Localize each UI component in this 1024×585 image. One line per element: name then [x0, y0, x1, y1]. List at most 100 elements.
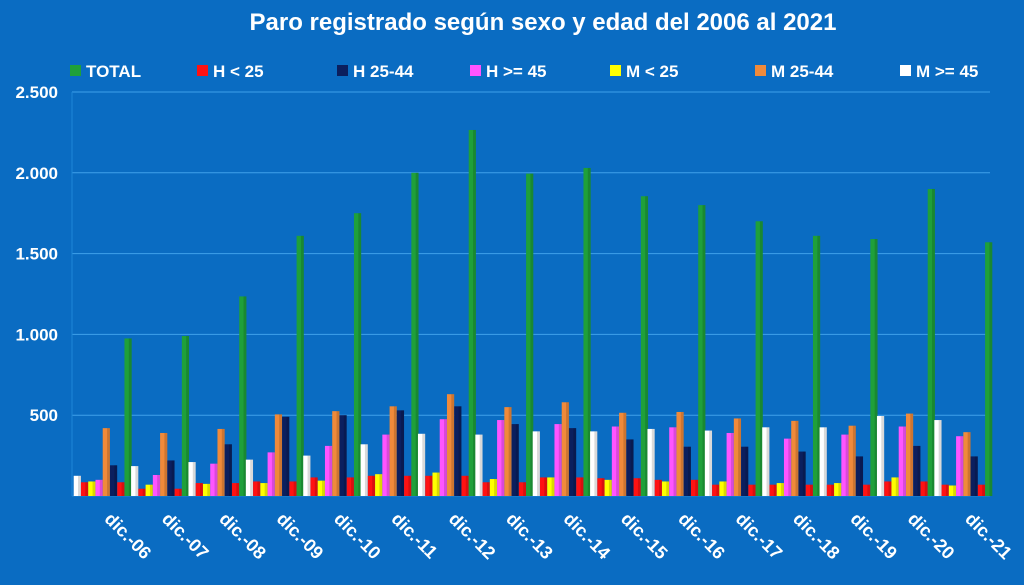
bar-shade — [192, 462, 196, 496]
bar-shade — [831, 484, 835, 496]
bar-m-25-44-dic-11 — [389, 406, 397, 496]
bar-shade — [924, 481, 928, 496]
bar-m-gte-45-dic-13 — [475, 434, 483, 496]
bar-shade — [229, 444, 232, 496]
bar-h-lt-25-dic-19 — [863, 484, 871, 496]
bar-shade — [558, 424, 562, 496]
bar-shade — [752, 484, 756, 496]
bar-shade — [508, 407, 512, 496]
bar-m-25-44-dic-09 — [274, 414, 283, 496]
bar-h-25-44-dic-10 — [339, 415, 347, 496]
bar-shade — [544, 477, 548, 496]
bar-m-25-44-dic-07 — [160, 432, 168, 496]
bar-shade — [85, 482, 89, 496]
bar-h-lt-25-dic-17 — [748, 484, 756, 496]
bar-h-25-44-dic-17 — [741, 446, 749, 496]
bar-shade — [149, 484, 153, 496]
bar-h-gte-45-dic-09 — [267, 452, 275, 496]
y-tick-label: 500 — [30, 406, 58, 425]
bar-shade — [587, 167, 591, 496]
bar-shade — [881, 416, 885, 496]
bar-shade — [501, 420, 505, 496]
bar-total-dic-12 — [468, 129, 476, 496]
bar-m-lt-25-dic-15 — [604, 479, 612, 496]
bar-shade — [401, 410, 405, 496]
bar-total-dic-06 — [124, 338, 132, 496]
bar-m-gte-45-dic-20 — [876, 416, 885, 496]
bar-h-25-44-dic-16 — [683, 446, 691, 496]
bar-h-gte-45-dic-20 — [898, 426, 906, 496]
bar-shade — [537, 431, 540, 496]
x-tick-label: dic.-17 — [732, 509, 786, 563]
y-axis: 500 1.000 1.500 2.000 2.500 — [15, 83, 58, 425]
bar-m-25-44-dic-21 — [963, 432, 971, 496]
bar-shade — [989, 242, 993, 496]
bar-total-dic-09 — [296, 235, 304, 496]
bar-shade — [695, 479, 699, 496]
bar-h-lt-25-dic-20 — [920, 481, 928, 496]
bar-shade — [895, 477, 899, 496]
y-tick-label: 2.000 — [15, 164, 58, 183]
bar-shade — [810, 484, 813, 496]
legend-swatch-m-lt-25 — [610, 65, 621, 76]
bar-shade — [874, 239, 878, 496]
bar-m-lt-25-dic-20 — [891, 477, 899, 496]
bar-shade — [393, 406, 397, 496]
legend-label-m-25-44: M 25-44 — [771, 62, 834, 81]
bar-h-25-44-dic-08 — [224, 444, 232, 496]
bar-m-gte-45-dic-21 — [934, 420, 942, 496]
bar-shade — [286, 416, 290, 496]
bar-h-25-44-dic-09 — [282, 416, 290, 496]
bar-shade — [236, 483, 240, 496]
bar-shade — [566, 402, 569, 496]
bar-shade — [573, 428, 577, 496]
bar-shade — [730, 432, 734, 496]
bar-shade — [307, 455, 311, 496]
bar-shade — [688, 446, 691, 496]
bar-shade — [917, 445, 921, 496]
x-tick-label: dic.-06 — [101, 509, 155, 563]
bar-total-dic-20 — [927, 188, 935, 496]
legend-swatch-m-gte-45 — [900, 65, 911, 76]
bar-shade — [300, 235, 304, 496]
bar-shade — [867, 484, 871, 496]
bar-shade — [336, 411, 340, 496]
bar-m-lt-25-dic-17 — [719, 481, 727, 496]
bar-shade — [386, 434, 390, 496]
legend-swatch-total — [70, 65, 81, 76]
bar-group-dic-19 — [819, 239, 878, 496]
bar-shade — [379, 474, 383, 496]
x-axis: dic.-06 dic.-07 dic.-08 dic.-09 dic.-10 dic.-… — [101, 509, 1016, 563]
bar-group-dic-13 — [475, 173, 534, 496]
bar-shade — [271, 452, 275, 496]
bar-shade — [408, 475, 412, 496]
bar-shade — [580, 477, 584, 496]
bar-h-gte-45-dic-08 — [210, 463, 218, 496]
bar-shade — [716, 484, 720, 496]
bar-h-lt-25-dic-14 — [576, 477, 584, 496]
bar-h-25-44-dic-18 — [798, 451, 806, 496]
bar-m-25-44-dic-14 — [561, 402, 569, 496]
bar-shade — [888, 481, 892, 496]
bar-shade — [458, 406, 462, 496]
bar-h-lt-25-dic-12 — [461, 475, 469, 496]
bar-m-gte-45-dic-18 — [762, 427, 770, 496]
x-tick-label: dic.-10 — [330, 509, 384, 563]
bar-total-dic-15 — [640, 196, 649, 496]
bar-m-lt-25-dic-18 — [776, 483, 784, 496]
bar-m-gte-45-dic-07 — [131, 466, 139, 496]
bar-shade — [945, 484, 949, 496]
bar-shade — [680, 411, 684, 496]
bar-shade — [494, 479, 498, 496]
bar-h-gte-45-dic-06 — [95, 479, 103, 496]
bar-m-lt-25-dic-10 — [317, 480, 325, 496]
bar-shade — [107, 428, 110, 496]
bar-h-gte-45-dic-07 — [152, 474, 161, 496]
bar-group-dic-12 — [417, 129, 476, 496]
bar-h-lt-25-dic-06 — [117, 482, 125, 496]
bar-m-gte-45-dic-06 — [73, 475, 81, 496]
bar-shade — [601, 478, 605, 496]
bar-h-25-44-dic-21 — [970, 456, 978, 496]
bar-h-25-44-dic-19 — [855, 456, 864, 496]
bar-h-lt-25-dic-15 — [633, 478, 641, 496]
